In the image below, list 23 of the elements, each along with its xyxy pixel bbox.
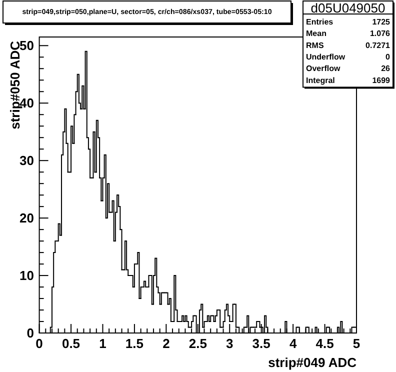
y-tick-label: 20 [20, 210, 34, 226]
text: Underflow 0 [306, 52, 390, 61]
x-tick-label: 2.5 [188, 336, 207, 351]
x-tick-label: 1 [99, 336, 106, 351]
x-tick-label: 3 [226, 336, 234, 351]
y-tick-label: 0 [26, 326, 34, 340]
text: d05U049050 [310, 0, 386, 16]
text: Integral 1699 [306, 75, 390, 84]
x-tick-label: 4.5 [316, 336, 334, 351]
x-axis-title: strip#049 ADC [268, 355, 358, 370]
y-tick-label: 50 [20, 38, 34, 54]
text: Mean 1.076 [306, 28, 390, 38]
text: RMS 0.7271 [306, 40, 390, 50]
x-tick-label: 0.5 [62, 336, 80, 351]
x-tick-label: 2 [162, 336, 170, 351]
text: Overflow 26 [306, 64, 390, 73]
x-tick-label: 3.5 [252, 336, 270, 351]
x-tick-label: 5 [352, 336, 360, 351]
x-tick-label: 4 [289, 336, 298, 351]
text: Entries 1725 [306, 16, 390, 26]
y-tick-label: 30 [20, 153, 34, 168]
x-tick-label: 1.5 [125, 336, 144, 351]
y-tick-label: 10 [20, 268, 34, 284]
